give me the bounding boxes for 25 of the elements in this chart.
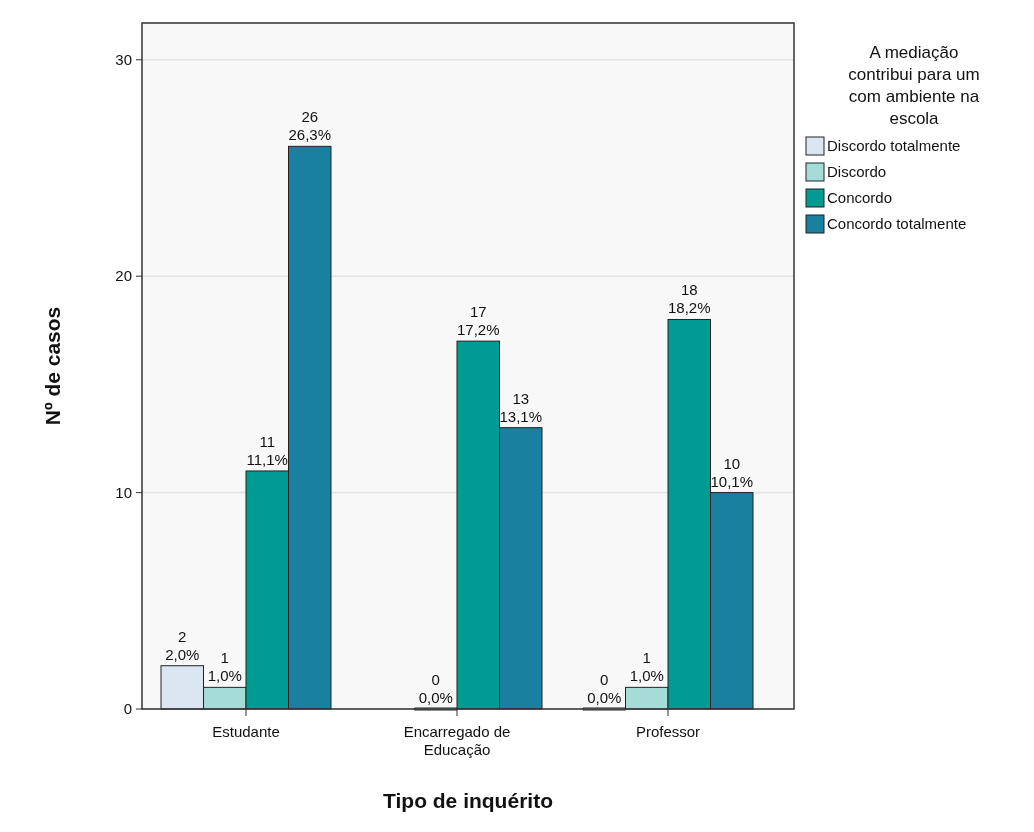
y-tick-label: 20 [115,267,132,285]
data-label: 1 1,0% [629,649,664,685]
data-label: 13 13,1% [499,389,543,425]
data-label: 0 0,0% [587,671,622,706]
data-label: 0 0,0% [418,671,453,706]
y-tick-label: 10 [115,483,132,501]
data-label: 26 26,3% [288,108,332,144]
data-label: 10 10,1% [710,454,754,490]
legend-label: Discordo totalmente [827,137,961,155]
data-label: 17 17,2% [456,303,500,339]
legend-title: A mediação contribui para um com ambiente na escola [848,43,980,128]
x-tick-label: Estudante [212,723,280,740]
y-tick-label: 30 [115,51,132,69]
y-tick-label: 0 [123,700,132,718]
legend-label: Concordo totalmente [827,215,967,233]
x-tick-label: Professor [635,723,701,740]
legend-label: Discordo [827,163,887,181]
y-axis-title: Nº de casos [41,306,64,426]
data-label: 2 2,0% [165,627,200,663]
x-tick-label: Encarregado de Educação [403,723,511,758]
x-axis-title: Tipo de inquérito [383,789,553,812]
data-label: 1 1,0% [207,649,242,685]
data-label: 11 11,1% [246,432,288,468]
data-label: 18 18,2% [667,281,711,317]
legend-label: Concordo [827,189,893,207]
